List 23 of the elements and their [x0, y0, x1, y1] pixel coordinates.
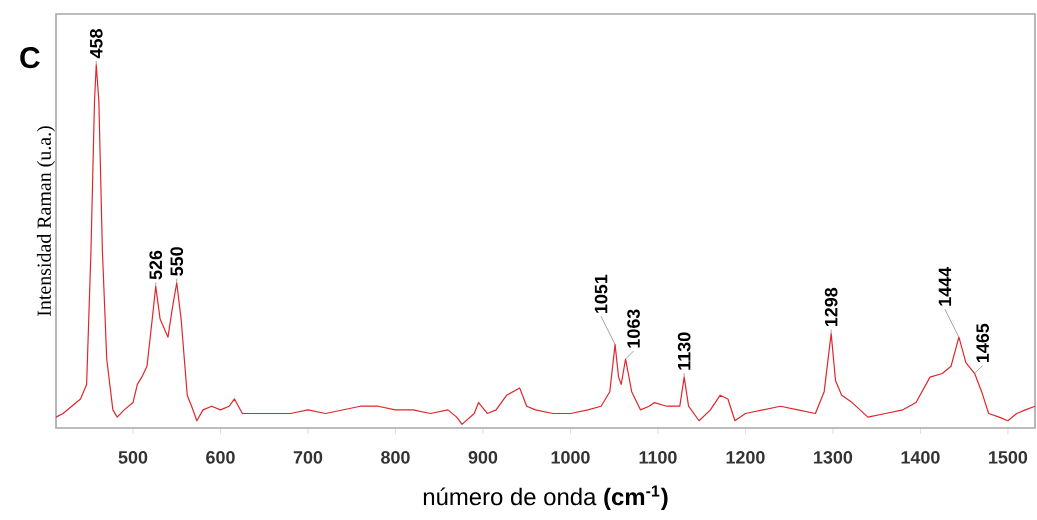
x-tick-label: 500 [118, 451, 148, 464]
annotation: 1444 [938, 267, 952, 306]
x-tick-label: 900 [468, 451, 498, 464]
x-tick-label: 1000 [551, 451, 590, 464]
annotation: 1051 [594, 274, 608, 313]
y-axis-title: Intensidad Raman (u.a.) [36, 126, 55, 316]
x-tick-label: 600 [206, 451, 235, 464]
chart-title: C [20, 47, 40, 69]
annotation: 1063 [627, 309, 640, 348]
x-tick-label: 1300 [814, 451, 853, 464]
x-tick-label: 1100 [639, 451, 677, 464]
annotation: 1298 [824, 287, 838, 327]
x-tick-label: 1200 [726, 451, 765, 464]
x-tick-label: 1400 [901, 451, 940, 464]
x-tick-label: 1500 [989, 451, 1028, 464]
annotation: 1130 [677, 332, 691, 370]
x-tick-label: 700 [293, 451, 323, 464]
annotation: 1465 [976, 323, 990, 362]
x-tick-label: 800 [381, 451, 410, 464]
annotation: 550 [170, 247, 184, 276]
text: número de onda (cm$^{-1}$) [423, 485, 668, 511]
annotation: 526 [149, 250, 163, 280]
annotation: 458 [89, 29, 103, 59]
